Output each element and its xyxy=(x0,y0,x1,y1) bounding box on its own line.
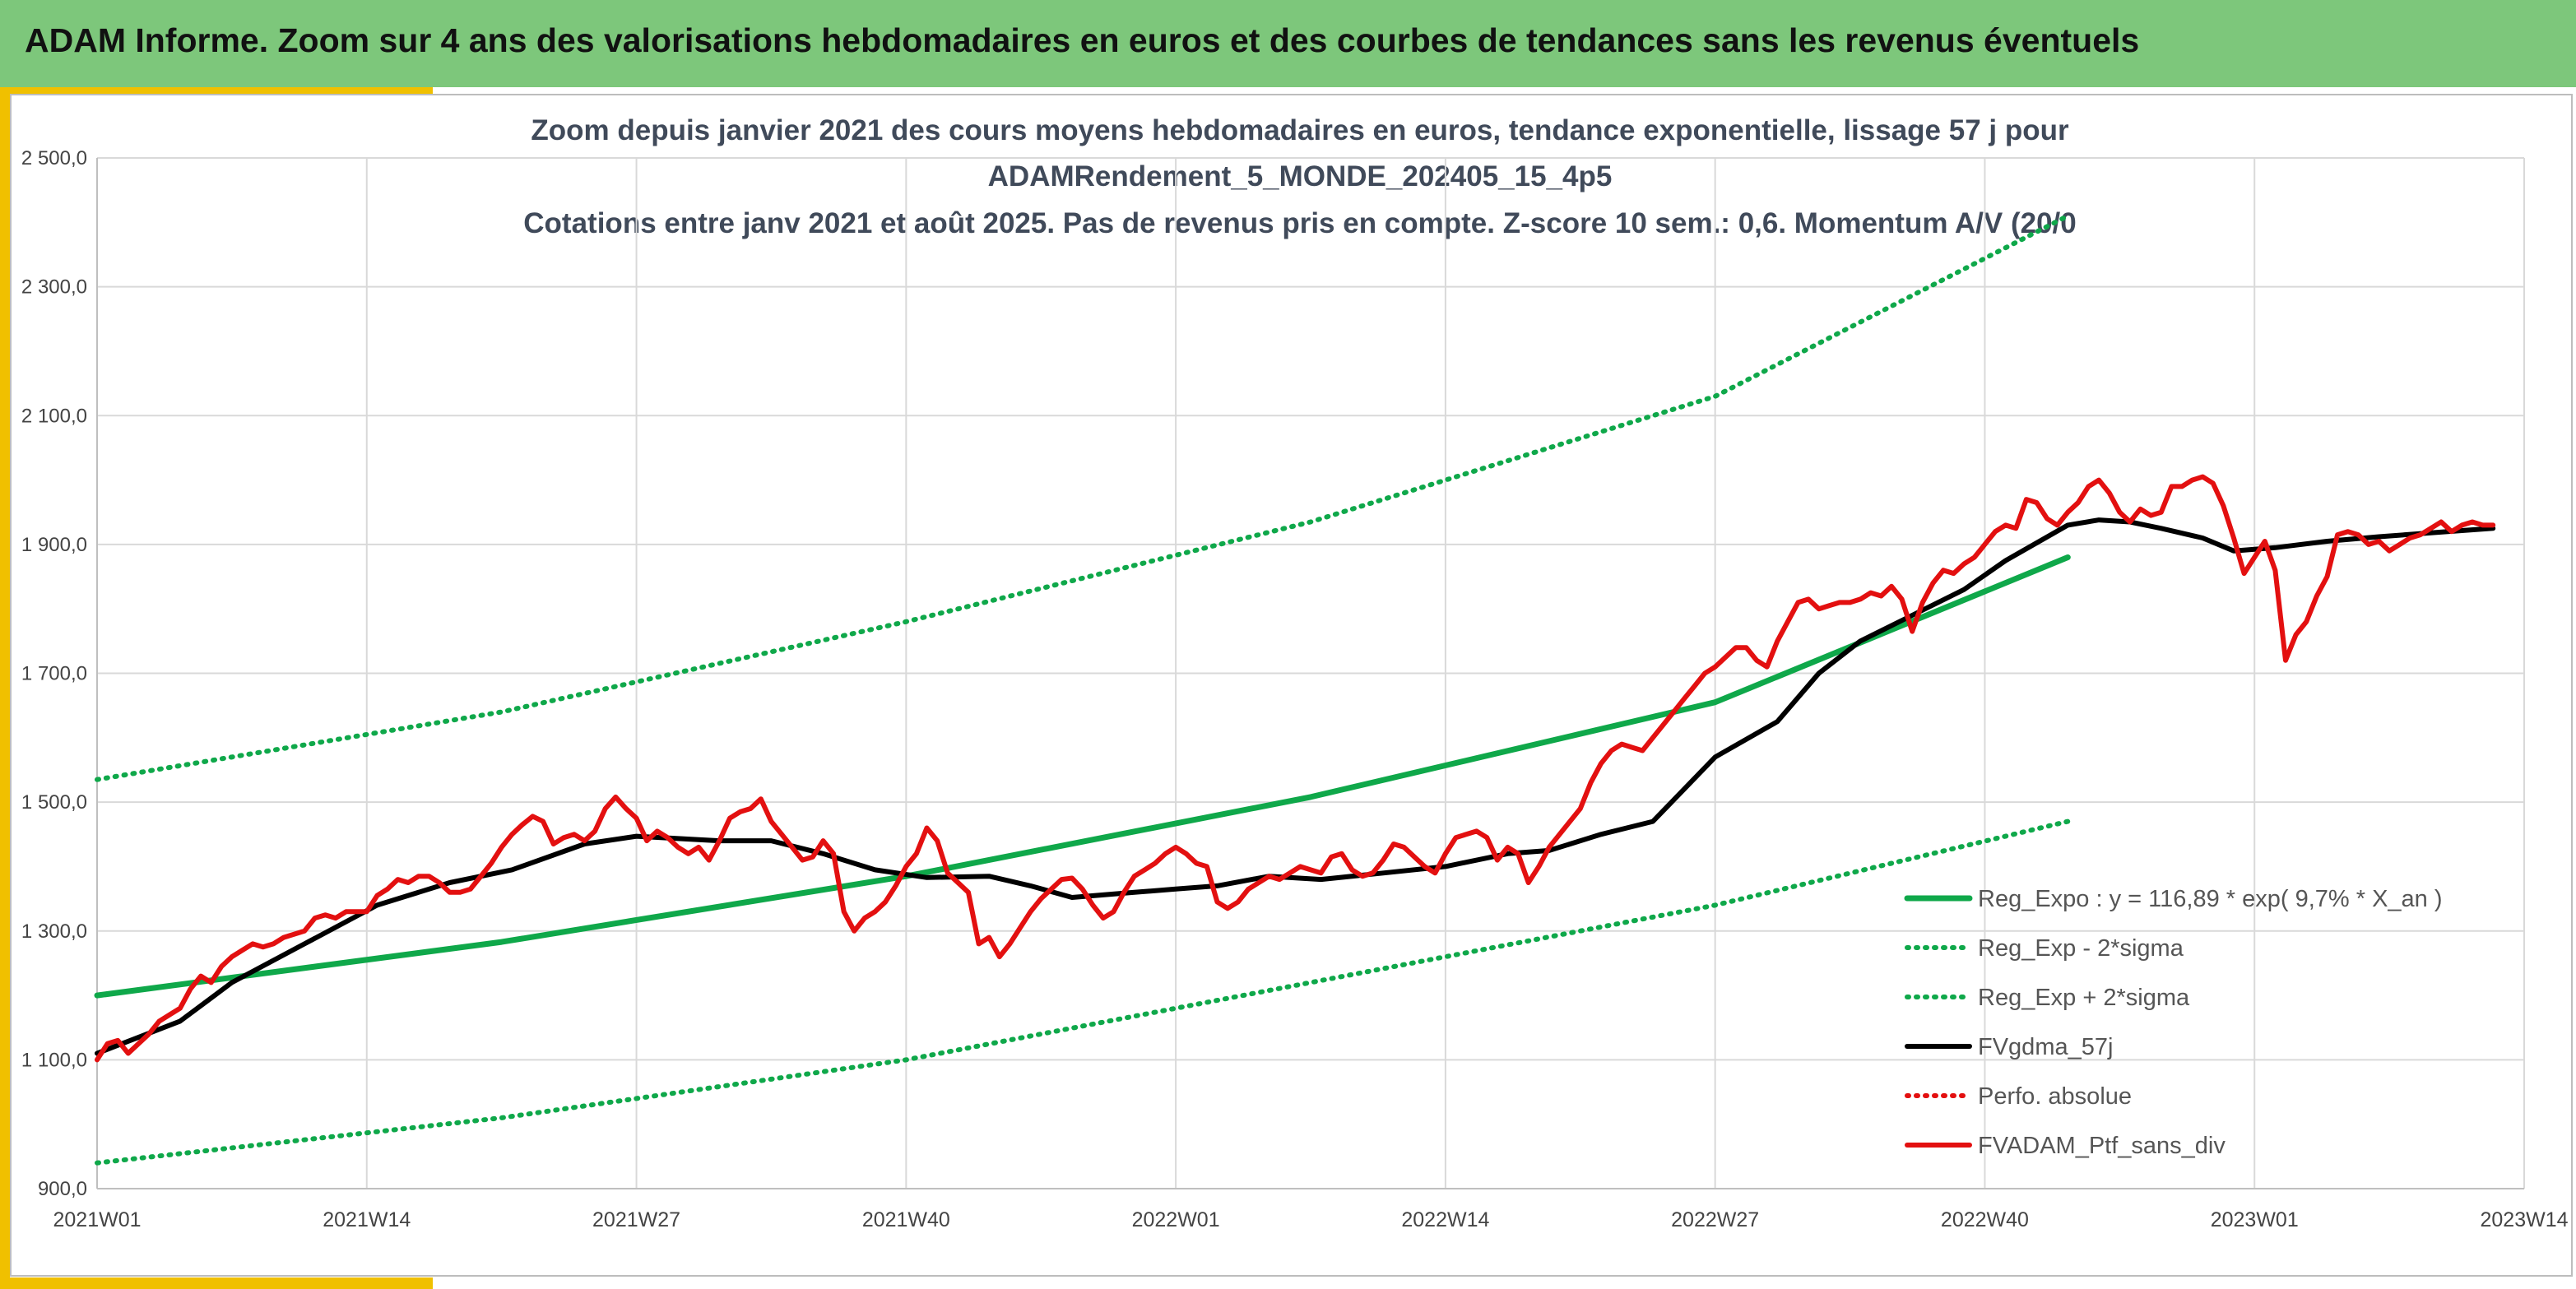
x-tick-label: 2022W27 xyxy=(1671,1208,1759,1231)
x-tick-label: 2021W27 xyxy=(592,1208,680,1231)
y-tick-label: 900,0 xyxy=(38,1178,87,1200)
chart-frame xyxy=(10,94,2573,1277)
chart-title-line-3: Cotations entre janv 2021 et août 2025. … xyxy=(523,207,2077,239)
chart-grid xyxy=(96,157,2525,1189)
x-tick-label: 2022W40 xyxy=(1941,1208,2029,1231)
chart-series xyxy=(94,213,2496,1166)
legend-label: Reg_Exp + 2*sigma xyxy=(1978,985,2190,1011)
y-tick-label: 1 700,0 xyxy=(21,663,87,685)
series-line-0 xyxy=(94,554,2071,999)
legend-label: FVgdma_57j xyxy=(1978,1034,2113,1060)
series-line-1 xyxy=(95,818,2071,1166)
y-tick-label: 1 900,0 xyxy=(21,534,87,556)
y-tick-label: 1 500,0 xyxy=(21,791,87,814)
x-tick-label: 2022W01 xyxy=(1132,1208,1220,1231)
report-title: ADAM Informe. Zoom sur 4 ans des valoris… xyxy=(25,21,2140,59)
x-tick-label: 2023W01 xyxy=(2211,1208,2299,1231)
series-line-3 xyxy=(95,517,2496,1056)
chart-axes: 900,0 1 100,0 1 300,0 1 500,0 1 700,0 1 900,0… xyxy=(21,147,2569,1231)
legend-label: Perfo. absolue xyxy=(1978,1083,2132,1110)
y-tick-label: 2 300,0 xyxy=(21,276,87,299)
accent-bar-left xyxy=(0,87,10,1277)
accent-bar-top xyxy=(0,87,433,94)
y-tick-label: 1 100,0 xyxy=(21,1049,87,1071)
series-line-2 xyxy=(95,213,2071,782)
x-tick-label: 2023W14 xyxy=(2480,1208,2568,1231)
y-tick-label: 2 100,0 xyxy=(21,405,87,427)
legend-label: Reg_Exp - 2*sigma xyxy=(1978,935,2184,962)
x-tick-label: 2021W14 xyxy=(323,1208,411,1231)
legend-label: Reg_Expo : y = 116,89 * exp( 9,7% * X_an… xyxy=(1978,886,2443,912)
chart-title-line-2: ADAMRendement_5_MONDE_202405_15_4p5 xyxy=(987,160,1613,192)
chart-legend: Reg_Expo : y = 116,89 * exp( 9,7% * X_an… xyxy=(1904,886,2443,1159)
accent-bar-bottom xyxy=(0,1277,433,1289)
x-tick-label: 2021W01 xyxy=(53,1208,141,1231)
x-tick-label: 2022W14 xyxy=(1401,1208,1489,1231)
x-tick-label: 2021W40 xyxy=(862,1208,950,1231)
y-tick-label: 1 300,0 xyxy=(21,920,87,943)
y-tick-label: 2 500,0 xyxy=(21,147,87,169)
legend-label: FVADAM_Ptf_sans_div xyxy=(1978,1133,2226,1159)
report-banner: ADAM Informe. Zoom sur 4 ans des valoris… xyxy=(0,0,2576,87)
series-line-4 xyxy=(95,474,2496,1063)
chart-title-line-1: Zoom depuis janvier 2021 des cours moyen… xyxy=(531,114,2069,146)
